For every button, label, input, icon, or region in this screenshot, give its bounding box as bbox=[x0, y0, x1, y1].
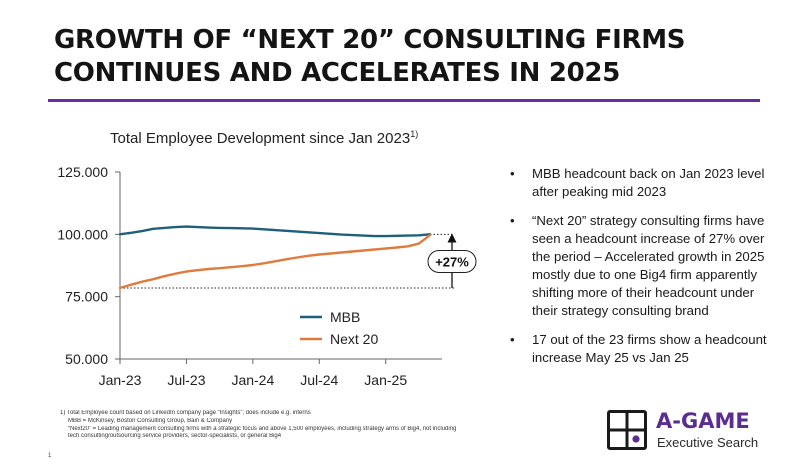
growth-badge bbox=[427, 250, 477, 274]
line-chart: 125.000 100.000 75.000 50.000 Jan-23 Jul-23 J… bbox=[57, 164, 477, 388]
bullet-list: MBB headcount back on Jan 2023 level aft… bbox=[510, 165, 770, 378]
growth-label: +27% bbox=[435, 255, 469, 270]
y-tick-label: 100.000 bbox=[57, 226, 108, 242]
x-tick-label: Jan-23 bbox=[99, 372, 142, 388]
footnotes: 1) Total Employee count based on LinkedI… bbox=[60, 410, 530, 441]
title-line-2: CONTINUES AND ACCELERATES IN 2025 bbox=[54, 58, 620, 88]
chart-subtitle-footnote-mark: 1) bbox=[410, 129, 419, 139]
legend-label: MBB bbox=[330, 309, 360, 325]
grid-logo-icon bbox=[607, 410, 647, 450]
footnote-line: tech consulting/outsourcing service prov… bbox=[68, 433, 282, 440]
title-line-1: GROWTH OF “NEXT 20” CONSULTING FIRMS bbox=[54, 25, 686, 55]
bullet-item: 17 out of the 23 firms show a headcount … bbox=[510, 331, 770, 367]
page-number: 1 bbox=[48, 453, 52, 459]
title-divider bbox=[48, 99, 760, 102]
x-tick-label: Jul-23 bbox=[167, 372, 205, 388]
chart-subtitle: Total Employee Development since Jan 202… bbox=[110, 129, 418, 147]
chart-subtitle-text: Total Employee Development since Jan 202… bbox=[110, 130, 411, 147]
series-line-0 bbox=[118, 225, 432, 238]
brand-name: A-GAME bbox=[656, 409, 750, 433]
y-tick-label: 75.000 bbox=[65, 289, 108, 305]
y-tick-label: 50.000 bbox=[65, 351, 108, 367]
x-tick-label: Jan-24 bbox=[231, 372, 274, 388]
footnote-line: “Next20” = Leading management consulting… bbox=[68, 425, 457, 432]
footnote-line: 1) Total Employee count based on LinkedI… bbox=[60, 410, 311, 416]
page-title: GROWTH OF “NEXT 20” CONSULTING FIRMS CON… bbox=[54, 24, 774, 90]
brand-tagline: Executive Search bbox=[657, 435, 759, 450]
legend-label: Next 20 bbox=[330, 331, 378, 347]
x-tick-label: Jan-25 bbox=[364, 372, 407, 388]
bullet-item: MBB headcount back on Jan 2023 level aft… bbox=[510, 165, 770, 201]
series-line-1 bbox=[118, 233, 432, 290]
bullet-item: “Next 20” strategy consulting firms have… bbox=[510, 212, 770, 320]
x-tick-label: Jul-24 bbox=[300, 372, 338, 388]
footnote-line: MBB = McKinsey, Boston Consulting Group,… bbox=[68, 417, 233, 424]
y-tick-label: 125.000 bbox=[57, 164, 108, 180]
